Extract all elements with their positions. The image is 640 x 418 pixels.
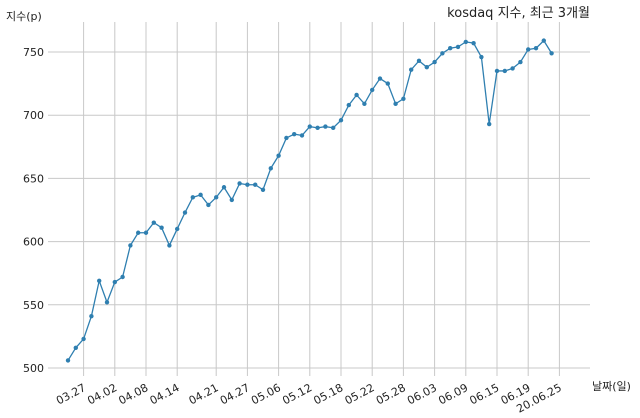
- data-point: [245, 182, 250, 187]
- data-point: [502, 68, 507, 74]
- data-point: [97, 278, 102, 283]
- x-tick-label: 06.15: [467, 381, 501, 407]
- x-tick-label: 05.06: [249, 381, 283, 407]
- y-tick-label: 750: [23, 46, 44, 59]
- x-tick-label: 06.03: [405, 381, 439, 407]
- data-point: [229, 197, 234, 203]
- data-point: [81, 336, 86, 342]
- data-point: [112, 279, 118, 285]
- data-point: [120, 274, 125, 280]
- data-point: [455, 44, 461, 50]
- y-tick-label: 600: [23, 236, 44, 249]
- data-points: [65, 38, 554, 363]
- data-point: [253, 182, 258, 187]
- data-point: [440, 51, 445, 56]
- x-tick-label: 03.27: [54, 381, 88, 407]
- data-point: [518, 59, 523, 65]
- data-point: [128, 243, 133, 248]
- x-tick-label: 05.28: [374, 381, 408, 407]
- y-axis-label: 지수(p): [6, 10, 42, 23]
- data-point: [448, 46, 453, 51]
- data-point: [338, 118, 344, 123]
- data-point: [471, 40, 476, 46]
- data-point: [182, 210, 188, 215]
- data-point: [292, 131, 297, 137]
- y-tick-label: 650: [23, 172, 44, 185]
- data-point: [346, 102, 351, 108]
- data-point: [65, 358, 71, 363]
- data-point: [159, 225, 164, 230]
- y-tick-label: 550: [23, 299, 44, 312]
- data-point: [167, 243, 172, 248]
- x-tick-label: 04.02: [85, 381, 119, 407]
- data-point: [104, 300, 110, 305]
- data-point: [89, 313, 94, 319]
- data-point: [362, 101, 367, 107]
- data-point: [136, 230, 141, 235]
- data-point: [284, 135, 289, 141]
- data-point: [463, 39, 468, 45]
- x-tick-label: 04.21: [187, 381, 221, 407]
- x-tick-label: 05.12: [280, 381, 314, 407]
- data-point: [214, 195, 219, 200]
- data-point: [401, 96, 406, 101]
- x-tick-label: 04.27: [218, 381, 252, 407]
- y-tick-label: 500: [23, 362, 44, 375]
- data-point: [377, 76, 383, 81]
- x-axis-label: 날짜(일): [592, 379, 631, 393]
- data-point: [541, 38, 546, 43]
- data-point: [323, 124, 328, 129]
- chart-title: kosdaq 지수, 최근 3개월: [447, 6, 590, 21]
- data-point: [354, 92, 359, 98]
- data-point: [393, 101, 398, 107]
- data-point: [260, 187, 266, 192]
- x-tick-label: 04.14: [148, 381, 182, 407]
- data-point: [409, 67, 414, 72]
- data-point: [331, 125, 336, 131]
- data-point: [221, 185, 227, 190]
- data-point: [424, 64, 429, 70]
- x-tick-label: 04.08: [116, 381, 150, 407]
- x-tick-label: 06.09: [436, 381, 470, 407]
- data-point: [416, 58, 422, 64]
- data-point: [206, 202, 211, 208]
- grid: [48, 22, 590, 376]
- data-point: [268, 166, 273, 171]
- data-point: [385, 81, 390, 86]
- data-point: [526, 47, 531, 52]
- data-point: [315, 125, 320, 131]
- x-tick-label: 05.22: [343, 381, 377, 407]
- x-tick-label: 05.18: [311, 381, 345, 407]
- y-tick-labels: 500 550 600 650 700 750: [23, 46, 44, 375]
- data-point: [151, 220, 156, 225]
- data-point: [479, 54, 484, 60]
- data-point: [198, 192, 203, 198]
- data-point: [237, 181, 242, 186]
- data-point: [432, 59, 437, 65]
- data-point: [487, 121, 492, 127]
- y-tick-label: 700: [23, 109, 44, 122]
- data-point: [307, 124, 312, 129]
- data-point: [494, 68, 500, 74]
- data-point: [370, 87, 375, 93]
- data-point: [276, 153, 281, 158]
- data-point: [175, 226, 180, 232]
- data-point: [73, 345, 79, 350]
- data-point: [299, 133, 305, 138]
- data-point: [549, 51, 554, 56]
- data-point: [533, 46, 539, 51]
- data-point: [190, 195, 195, 200]
- data-point: [143, 230, 149, 235]
- data-point: [510, 66, 515, 71]
